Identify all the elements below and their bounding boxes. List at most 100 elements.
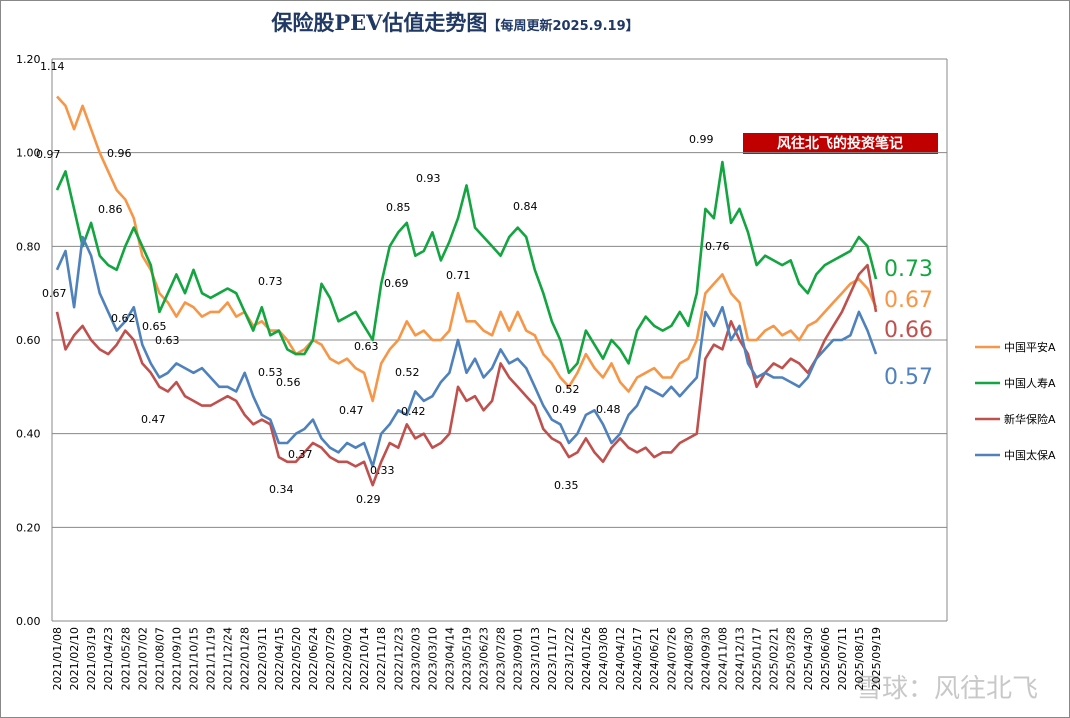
annotation: 0.52	[555, 383, 580, 396]
x-tick-label: 2022/09/02	[341, 627, 354, 690]
y-tick-label: 0.40	[16, 428, 41, 441]
chart-title-group: 保险股PEV估值走势图【每周更新2025.9.19】	[270, 10, 638, 35]
x-tick-label: 2024/06/21	[648, 627, 661, 690]
annotation: 0.76	[705, 240, 730, 253]
watermark: 雪球：风往北飞	[856, 674, 1038, 704]
badge	[743, 133, 938, 154]
annotation: 0.37	[288, 448, 313, 461]
x-tick-label: 2024/08/30	[682, 627, 695, 690]
series-line	[55, 263, 878, 487]
annotation: 0.63	[354, 340, 379, 353]
x-tick-label: 2023/07/28	[495, 627, 508, 690]
x-tick-label: 2023/10/13	[529, 627, 542, 690]
x-tick-label: 2022/01/28	[239, 627, 252, 690]
series-line	[56, 95, 878, 403]
x-tick-label: 2021/08/07	[153, 627, 166, 690]
x-tick-label: 2023/05/19	[461, 627, 474, 690]
x-tick-label: 2025/03/28	[785, 627, 798, 690]
x-tick-label: 2021/12/24	[222, 627, 235, 690]
x-tick-label: 2022/11/18	[375, 627, 388, 690]
annotation: 0.49	[552, 403, 577, 416]
x-tick-label: 2025/01/17	[751, 627, 764, 690]
annotation: 0.34	[269, 483, 294, 496]
chart-subtitle: 【每周更新2025.9.19】	[487, 18, 638, 34]
x-tick-label: 2023/12/22	[563, 627, 576, 690]
x-tick-label: 2024/05/17	[631, 627, 644, 690]
x-tick-label: 2024/12/13	[734, 627, 747, 690]
end-label: 0.66	[884, 318, 933, 343]
annotation: 0.93	[416, 172, 441, 185]
annotation: 0.35	[554, 479, 579, 492]
annotation: 0.69	[384, 277, 409, 290]
x-tick-label: 2022/04/15	[273, 627, 286, 690]
x-tick-label: 2025/02/21	[768, 627, 781, 690]
x-tick-label: 2023/11/17	[546, 627, 559, 690]
annotation: 0.67	[42, 287, 67, 300]
x-tick-label: 2024/09/30	[699, 627, 712, 690]
annotation: 0.33	[370, 464, 395, 477]
x-tick-label: 2023/03/10	[426, 627, 439, 690]
y-tick-label: 0.00	[16, 615, 41, 628]
legend-label: 中国太保A	[1004, 448, 1056, 462]
x-tick-label: 2023/06/23	[478, 627, 491, 690]
legend-label: 新华保险A	[1004, 412, 1056, 426]
x-tick-label: 2022/07/29	[324, 627, 337, 690]
series-line	[55, 160, 878, 375]
x-tick-label: 2022/06/24	[307, 627, 320, 690]
end-label: 0.57	[884, 365, 933, 390]
x-tick-label: 2024/11/08	[716, 627, 729, 690]
annotation: 0.65	[142, 320, 167, 333]
legend-label: 中国平安A	[1004, 340, 1056, 354]
x-tick-label: 2024/03/08	[597, 627, 610, 690]
x-tick-label: 2022/05/20	[290, 627, 303, 690]
series-line	[55, 235, 878, 468]
badge-text: 风往北飞的投资笔记	[777, 135, 903, 152]
end-label: 0.73	[884, 257, 933, 282]
x-tick-label: 2024/01/26	[580, 627, 593, 690]
legend-label: 中国人寿A	[1004, 376, 1056, 390]
y-tick-label: 0.80	[16, 240, 41, 253]
end-label: 0.67	[884, 288, 933, 313]
x-tick-label: 2021/05/28	[119, 627, 132, 690]
x-tick-label: 2021/07/02	[136, 627, 149, 690]
x-tick-label: 2022/03/11	[256, 627, 269, 690]
annotation: 0.53	[258, 366, 283, 379]
annotation: 1.14	[40, 60, 65, 73]
x-tick-label: 2021/03/19	[85, 627, 98, 690]
x-tick-label: 2025/08/15	[853, 627, 866, 690]
annotation: 0.96	[107, 147, 132, 160]
x-tick-label: 2021/09/10	[170, 627, 183, 690]
y-tick-label: 0.20	[16, 521, 41, 534]
annotation: 0.84	[513, 200, 538, 213]
x-tick-label: 2021/10/15	[188, 627, 201, 690]
x-tick-label: 2021/11/19	[205, 627, 218, 690]
x-tick-label: 2023/09/01	[512, 627, 525, 690]
x-tick-label: 2021/02/10	[68, 627, 81, 690]
x-tick-label: 2021/04/23	[102, 627, 115, 690]
x-tick-label: 2025/07/11	[836, 627, 849, 690]
x-tick-label: 2025/06/06	[819, 627, 832, 690]
annotation: 0.63	[155, 334, 180, 347]
annotation: 0.47	[339, 404, 364, 417]
x-tick-label: 2025/09/19	[870, 627, 883, 690]
x-tick-label: 2024/07/26	[665, 627, 678, 690]
y-tick-label: 1.00	[16, 147, 41, 160]
annotation: 0.42	[401, 405, 426, 418]
x-tick-label: 2022/10/14	[358, 627, 371, 690]
annotation: 0.48	[596, 403, 621, 416]
x-tick-label: 2022/12/23	[392, 627, 405, 690]
annotation: 0.86	[98, 203, 123, 216]
x-tick-label: 2024/04/12	[614, 627, 627, 690]
x-tick-label: 2023/04/14	[443, 627, 456, 690]
chart-title: 保险股PEV估值走势图	[270, 10, 487, 35]
annotation: 0.62	[111, 312, 136, 325]
annotation: 0.99	[689, 133, 714, 146]
x-tick-label: 2023/02/03	[409, 627, 422, 690]
annotation: 0.47	[141, 413, 166, 426]
x-tick-label: 2025/04/30	[802, 627, 815, 690]
x-tick-label: 2021/01/08	[51, 627, 64, 690]
annotation: 0.52	[395, 366, 420, 379]
annotation: 0.29	[356, 493, 381, 506]
